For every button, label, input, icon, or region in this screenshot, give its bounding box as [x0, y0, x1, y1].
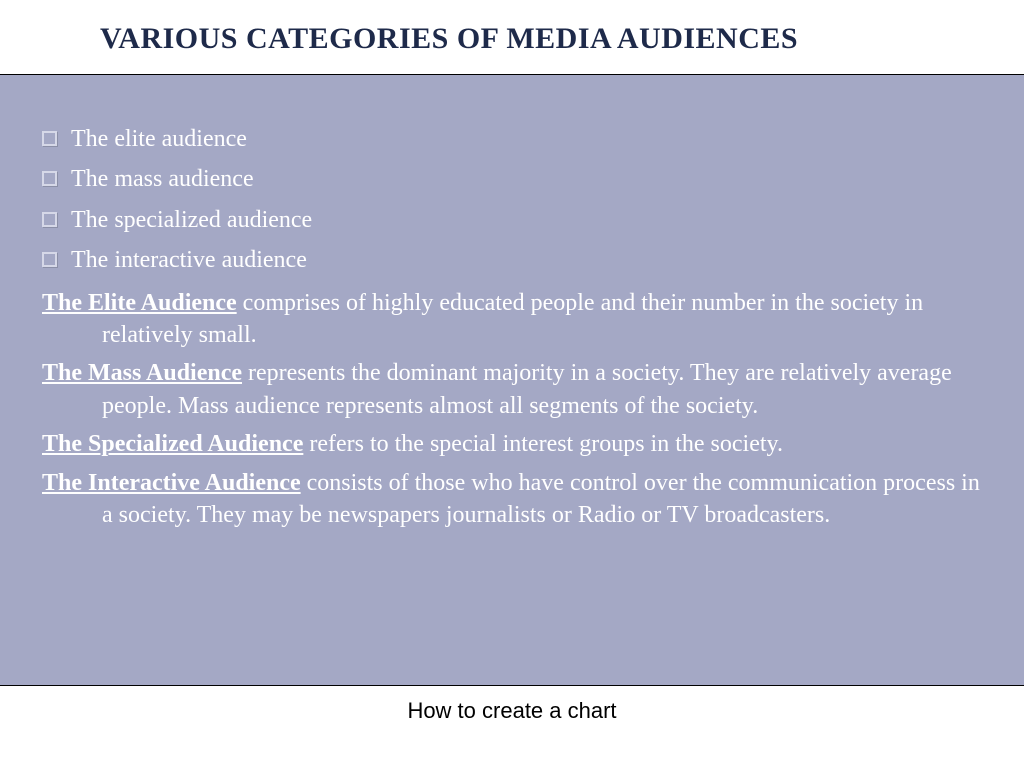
- bullet-list: The elite audience The mass audience The…: [42, 123, 982, 277]
- bullet-text: The specialized audience: [71, 204, 312, 236]
- definition-heading: The Interactive Audience: [42, 470, 301, 496]
- bullet-text: The mass audience: [71, 163, 254, 195]
- definition-heading: The Mass Audience: [42, 360, 242, 386]
- list-item: The mass audience: [42, 163, 982, 195]
- definition-item: The Specialized Audience refers to the s…: [42, 428, 982, 460]
- slide-title: VARIOUS CATEGORIES OF MEDIA AUDIENCES: [100, 22, 1024, 56]
- title-area: VARIOUS CATEGORIES OF MEDIA AUDIENCES: [0, 0, 1024, 74]
- definition-heading: The Elite Audience: [42, 290, 237, 316]
- checkbox-icon: [42, 171, 57, 186]
- definition-item: The Mass Audience represents the dominan…: [42, 357, 982, 422]
- checkbox-icon: [42, 252, 57, 267]
- content-panel: The elite audience The mass audience The…: [0, 74, 1024, 686]
- definitions-section: The Elite Audience comprises of highly e…: [42, 287, 982, 532]
- bullet-text: The elite audience: [71, 123, 247, 155]
- footer-caption: How to create a chart: [0, 686, 1024, 724]
- checkbox-icon: [42, 131, 57, 146]
- checkbox-icon: [42, 212, 57, 227]
- definition-heading: The Specialized Audience: [42, 431, 303, 457]
- bullet-text: The interactive audience: [71, 244, 307, 276]
- list-item: The specialized audience: [42, 204, 982, 236]
- list-item: The elite audience: [42, 123, 982, 155]
- definition-body: refers to the special interest groups in…: [303, 431, 783, 457]
- definition-item: The Interactive Audience consists of tho…: [42, 467, 982, 532]
- list-item: The interactive audience: [42, 244, 982, 276]
- definition-item: The Elite Audience comprises of highly e…: [42, 287, 982, 352]
